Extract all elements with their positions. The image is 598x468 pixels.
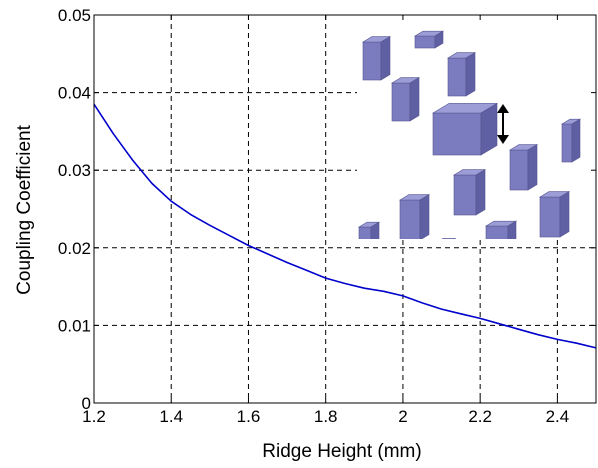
ridge-block [484, 220, 518, 239]
ridge-block [538, 191, 571, 238]
y-axis-label: Coupling Coefficient [14, 124, 35, 294]
x-tick-labels: 1.2 1.4 1.6 1.8 2 2.2 2.4 [82, 407, 569, 426]
y-tick-labels: 0 0.01 0.02 0.03 0.04 0.05 [58, 6, 91, 413]
ridge-block [446, 52, 477, 97]
y-tick-label: 0.02 [58, 239, 91, 258]
ridge-block [413, 30, 445, 49]
x-axis-label: Ridge Height (mm) [262, 441, 421, 462]
double-vertical-arrow-icon [497, 104, 509, 144]
x-tick-label: 1.4 [159, 407, 183, 426]
ridge-block [560, 118, 582, 163]
ridge-block [361, 36, 392, 81]
axis-ticks [93, 14, 596, 404]
y-tick-label: 0 [82, 394, 91, 413]
ridge-blocks [357, 16, 595, 239]
ridge-block [398, 194, 431, 239]
ridge-block [452, 169, 487, 216]
ridge-block [431, 102, 499, 156]
y-tick-label: 0.03 [58, 161, 91, 180]
x-tick-label: 1.8 [314, 407, 338, 426]
ridge-block [441, 237, 457, 239]
ridge-block [508, 144, 539, 191]
coupling-curve-line [93, 103, 597, 349]
ridge-block [357, 221, 381, 239]
x-tick-label: 1.6 [237, 407, 261, 426]
y-tick-label: 0.01 [58, 316, 91, 335]
y-tick-label: 0.04 [58, 84, 91, 103]
series-group [93, 103, 597, 349]
y-tick-label: 0.05 [58, 6, 91, 25]
x-tick-label: 2.4 [546, 407, 570, 426]
ridge-block [390, 77, 421, 122]
ridge-array-inset [357, 16, 595, 239]
x-tick-label: 2.2 [468, 407, 492, 426]
x-tick-label: 2 [398, 407, 407, 426]
x-tick-label: 1.2 [82, 407, 106, 426]
plot-frame [93, 14, 597, 404]
